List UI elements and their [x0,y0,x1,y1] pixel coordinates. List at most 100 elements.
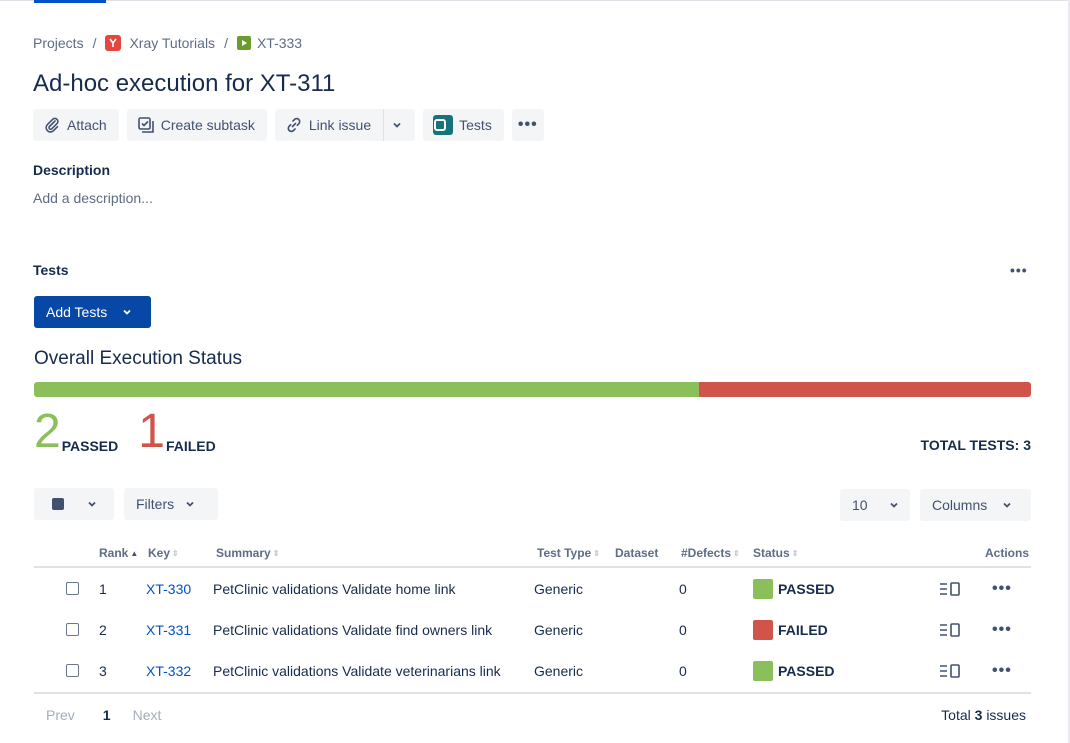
status-color-chip [753,660,773,681]
row-more-button[interactable]: ••• [992,579,1012,597]
total-issues: Total 3 issues [941,707,1026,723]
execution-status-bar [34,382,1031,397]
active-tab-indicator [34,0,106,3]
row-select-cell [66,568,79,609]
header-defects-label: #Defects [681,546,732,560]
row-more-button[interactable]: ••• [992,620,1012,638]
link-issue-dropdown[interactable] [383,109,416,141]
table-row[interactable]: 2 XT-331 PetClinic validations Validate fi… [34,609,1031,650]
link-issue-group: Link issue [274,109,416,141]
prev-page-button[interactable]: Prev [46,707,75,723]
description-label: Description [33,162,111,178]
overall-status-title: Overall Execution Status [34,348,243,369]
breadcrumb-project-label: Xray Tutorials [129,35,216,51]
header-defects[interactable]: #Defects ⇕ [681,546,740,560]
add-tests-button[interactable]: Add Tests [34,296,151,328]
next-page-button[interactable]: Next [132,707,162,723]
total-tests: TOTAL TESTS: 3 [920,437,1031,453]
attach-label: Attach [67,117,107,133]
header-summary-label: Summary [216,546,271,560]
scrollbar-track[interactable] [1068,0,1070,743]
row-checkbox[interactable] [66,623,79,636]
page-size-select[interactable]: 10 [840,489,910,521]
table-row[interactable]: 3 XT-332 PetClinic validations Validate ve… [34,650,1031,691]
link-issue-button[interactable]: Link issue [274,109,384,141]
header-rank[interactable]: Rank ▲ [99,546,138,560]
more-icon: ••• [517,116,538,133]
total-issues-suffix: issues [986,707,1026,723]
total-issues-prefix: Total [941,707,971,723]
row-checkbox[interactable] [66,582,79,595]
breadcrumb-projects[interactable]: Projects [33,35,84,51]
header-test-type-label: Test Type [537,546,592,560]
failed-count: 1 FAILED [138,408,215,456]
filters-button[interactable]: Filters [124,488,218,520]
sort-icon: ⇕ [733,548,740,558]
chevron-down-icon [393,122,401,128]
row-status-label: PASSED [778,580,835,597]
top-border [0,0,1070,3]
row-status-label: FAILED [778,621,828,638]
sort-icon: ⇕ [791,548,799,558]
columns-button[interactable]: Columns [920,489,1031,521]
header-dataset: Dataset [615,546,658,560]
header-summary[interactable]: Summary ⇕ [216,546,279,560]
create-subtask-button[interactable]: Create subtask [126,109,267,141]
status-bar-passed [34,382,699,397]
passed-count-label: PASSED [61,438,119,454]
tests-section-more-button[interactable]: ••• [1010,262,1028,278]
sort-icon: ⇕ [593,548,600,558]
table-row[interactable]: 1 XT-330 PetClinic validations Validate ho… [34,568,1031,609]
link-icon [287,117,301,133]
header-key[interactable]: Key ⇕ [148,546,179,560]
columns-label: Columns [932,497,988,513]
row-status: FAILED [753,609,828,650]
row-key-link[interactable]: XT-332 [146,662,192,679]
breadcrumb: Projects / Xray Tutorials / XT-333 [33,35,302,51]
row-status: PASSED [753,568,835,609]
header-status[interactable]: Status ⇕ [753,546,798,560]
more-actions-button[interactable]: ••• [511,109,544,141]
tests-section-label: Tests [33,262,69,278]
chevron-down-icon [88,501,96,507]
row-more-button[interactable]: ••• [992,661,1012,679]
xray-tests-icon [433,115,454,135]
header-status-label: Status [753,546,790,560]
description-field[interactable]: Add a description... [33,190,153,206]
row-rank: 1 [99,580,107,597]
row-key-link[interactable]: XT-330 [146,580,192,597]
project-icon [105,35,122,51]
breadcrumb-project[interactable]: Xray Tutorials [105,35,215,51]
filters-label: Filters [136,496,175,512]
header-test-type[interactable]: Test Type ⇕ [537,546,600,560]
execution-details-button[interactable] [939,568,961,609]
header-actions: Actions [985,546,1029,560]
execution-details-button[interactable] [939,650,961,691]
attach-button[interactable]: Attach [33,109,119,141]
passed-count-number: 2 [34,405,61,458]
table-footer-divider [34,692,1031,694]
status-color-chip [753,578,773,599]
row-test-type: Generic [534,621,584,638]
current-page[interactable]: 1 [102,707,111,723]
header-actions-label: Actions [985,546,1030,560]
row-defects: 0 [679,621,687,638]
view-selector[interactable] [34,488,114,520]
row-status: PASSED [753,650,835,691]
row-key-link[interactable]: XT-331 [146,621,192,638]
execution-details-button[interactable] [939,609,961,650]
status-counts: 2 PASSED 1 FAILED [34,405,236,458]
tests-button[interactable]: Tests [423,109,504,141]
breadcrumb-issue[interactable]: XT-333 [236,35,302,51]
execution-details-icon [940,622,960,637]
chevron-down-icon [123,309,131,315]
issue-toolbar: Attach Create subtask Link issue Tests •… [33,109,544,141]
header-rank-label: Rank [99,546,129,560]
row-rank: 2 [99,621,107,638]
row-rank: 3 [99,662,107,679]
paperclip-icon [45,117,59,133]
row-checkbox[interactable] [66,664,79,677]
execution-details-icon [940,663,960,678]
row-test-type: Generic [534,662,584,679]
row-summary: PetClinic validations Validate home link [213,580,456,597]
